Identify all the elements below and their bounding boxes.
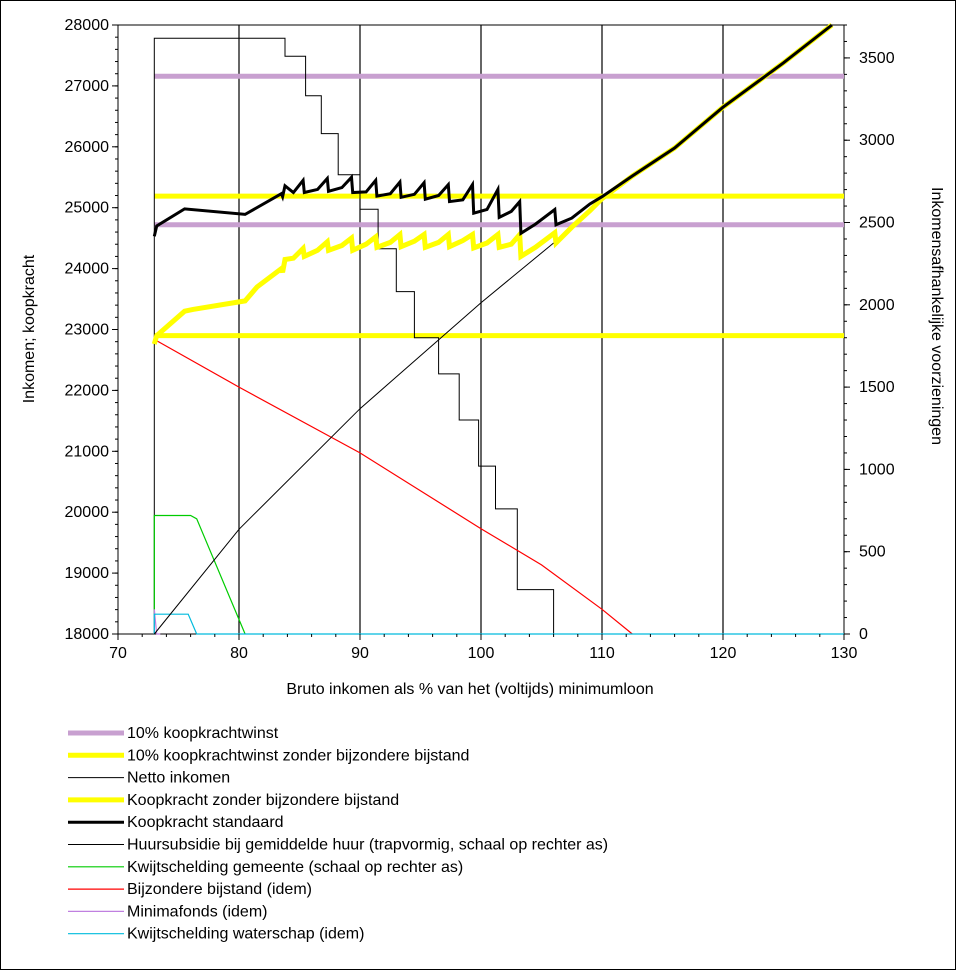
legend-label: 10% koopkrachtwinst <box>127 725 279 742</box>
y-left-tick-label: 21000 <box>65 443 110 460</box>
y-left-tick-label: 25000 <box>65 200 110 217</box>
legend: 10% koopkrachtwinst 10% koopkrachtwinst z… <box>68 725 608 943</box>
y-right-tick-label: 2000 <box>859 297 895 314</box>
y-left-tick-label: 26000 <box>65 139 110 156</box>
series-line <box>154 338 633 635</box>
y-right-tick-label: 1500 <box>859 379 895 396</box>
legend-label: Kwijtschelding waterschap (idem) <box>127 926 364 943</box>
y-right-tick-label: 500 <box>859 544 886 561</box>
x-tick-label: 120 <box>710 645 737 662</box>
y-right-axis-title: Inkomensafhankelijke voorzieningen <box>928 187 945 445</box>
grid <box>238 25 724 634</box>
axes: 70 80 90 100 110 120 1301800019000200002100022… <box>65 17 895 662</box>
y-left-tick-label: 18000 <box>65 626 110 643</box>
y-right-tick-label: 0 <box>859 626 868 643</box>
x-tick-label: 110 <box>589 645 615 662</box>
series-line <box>153 37 555 634</box>
legend-label: Bijzondere bijstand (idem) <box>127 881 312 898</box>
y-left-tick-label: 22000 <box>65 382 110 399</box>
legend-label: Huursubsidie bij gemiddelde huur (trapvo… <box>127 837 608 854</box>
x-tick-label: 130 <box>831 645 858 662</box>
x-tick-label: 80 <box>230 645 248 662</box>
legend-label: Minimafonds (idem) <box>127 903 267 920</box>
legend-label: 10% koopkrachtwinst zonder bijzondere bi… <box>127 747 469 764</box>
y-left-tick-label: 20000 <box>65 504 110 521</box>
x-tick-label: 90 <box>351 645 369 662</box>
y-left-tick-label: 23000 <box>65 322 110 339</box>
y-right-tick-label: 3000 <box>859 132 895 149</box>
x-axis-title: Bruto inkomen als % van het (voltijds) m… <box>286 681 653 698</box>
series-line <box>151 23 834 345</box>
series-line <box>153 613 844 635</box>
y-left-tick-label: 28000 <box>65 17 110 34</box>
y-left-tick-label: 27000 <box>65 78 110 95</box>
y-left-axis-title: Inkomen; koopkracht <box>21 254 38 403</box>
y-left-tick-label: 19000 <box>65 565 110 582</box>
series-group <box>151 23 844 635</box>
x-tick-label: 70 <box>109 645 127 662</box>
legend-label: Kwijtschelding gemeente (schaal op recht… <box>127 859 463 876</box>
series-line <box>153 242 554 635</box>
series-line <box>153 514 246 635</box>
y-right-tick-label: 1000 <box>859 461 895 478</box>
legend-label: Koopkracht standaard <box>127 814 284 831</box>
y-right-tick-label: 3500 <box>859 50 895 67</box>
y-left-tick-label: 24000 <box>65 261 110 278</box>
legend-label: Netto inkomen <box>127 770 230 787</box>
y-right-tick-label: 2500 <box>859 215 895 232</box>
series-line <box>152 23 833 237</box>
x-tick-label: 100 <box>468 645 495 662</box>
legend-label: Koopkracht zonder bijzondere bijstand <box>127 792 399 809</box>
